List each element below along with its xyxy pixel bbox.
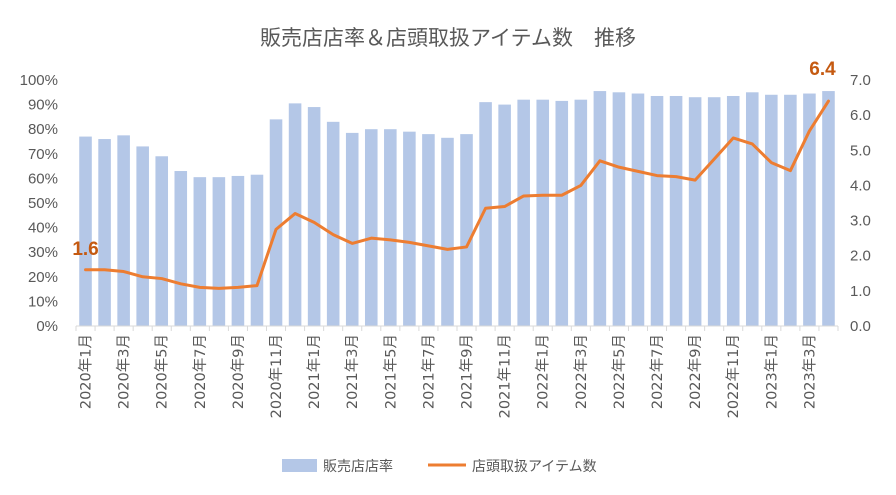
bar [174, 171, 188, 326]
y-left-tick-label: 30% [28, 244, 58, 261]
bar [574, 99, 588, 327]
bar [307, 107, 321, 326]
bar [384, 129, 397, 326]
x-tick-label: 2021年1月 [306, 334, 323, 409]
y-left-tick-label: 40% [28, 220, 58, 237]
bar [98, 139, 111, 326]
x-tick-label: 2022年3月 [573, 334, 590, 409]
y-left-tick-label: 10% [28, 293, 58, 310]
x-tick-label: 2021年11月 [497, 334, 514, 418]
bar [726, 95, 740, 327]
x-tick-label: 2023年3月 [801, 334, 818, 409]
bar [441, 137, 454, 326]
x-tick-label: 2020年5月 [154, 334, 171, 409]
y-right-tick-label: 0.0 [850, 318, 871, 335]
x-tick-label: 2022年5月 [611, 334, 628, 409]
bar [688, 97, 702, 326]
y-left-tick-label: 70% [28, 146, 58, 163]
bar [212, 177, 226, 326]
bar [745, 92, 759, 326]
y-left-tick-label: 60% [28, 170, 58, 187]
bar [765, 94, 778, 326]
y-left-tick-label: 90% [28, 97, 58, 114]
bar [117, 135, 130, 326]
data-label-first: 1.6 [72, 239, 98, 260]
bar [536, 99, 550, 327]
data-label-last: 6.4 [809, 59, 836, 80]
y-left-tick-label: 0% [36, 318, 58, 335]
bar [250, 174, 264, 326]
bar [803, 93, 816, 326]
x-tick-label: 2020年1月 [78, 334, 95, 409]
legend-bar-label: 販売店店率 [323, 458, 393, 475]
y-left-tick-label: 100% [20, 72, 58, 89]
bar [631, 93, 645, 326]
y-right-tick-label: 2.0 [850, 248, 871, 265]
bar [555, 100, 569, 326]
y-right-tick-label: 4.0 [850, 177, 871, 194]
bar [460, 134, 473, 326]
bar [269, 119, 283, 326]
y-axis-right-labels: 0.0 1.0 2.0 3.0 4.0 5.0 6.0 7.0 [850, 72, 871, 335]
y-left-tick-label: 50% [28, 195, 58, 212]
bar [498, 104, 511, 326]
y-right-tick-label: 3.0 [850, 213, 871, 230]
legend-line-label: 店頭取扱アイテム数 [472, 459, 597, 475]
line-path [84, 99, 830, 290]
x-tick-label: 2021年9月 [459, 334, 476, 409]
y-axis-left-labels: 0% 10% 20% 30% 40% 50% 60% 70% 80% 90% 100% [20, 72, 58, 335]
bar [231, 175, 245, 326]
bar [364, 129, 378, 326]
legend: 販売店店率 店頭取扱アイテム数 [282, 458, 597, 475]
bar [612, 92, 626, 326]
x-tick-label: 2022年11月 [725, 334, 742, 418]
line-series [84, 99, 830, 290]
chart-title: 販売店店率＆店頭取扱アイテム数 推移 [260, 26, 636, 50]
bar [79, 136, 92, 326]
legend-bar-swatch [282, 459, 317, 472]
y-right-tick-label: 7.0 [850, 72, 871, 89]
y-right-tick-label: 5.0 [850, 142, 871, 159]
bar [669, 95, 683, 327]
y-left-tick-label: 80% [28, 121, 58, 138]
bar [650, 95, 664, 327]
bar [136, 146, 149, 326]
y-right-tick-label: 6.0 [850, 107, 871, 124]
x-tick-label: 2021年3月 [344, 334, 361, 409]
y-right-tick-label: 1.0 [850, 283, 871, 300]
x-tick-label: 2021年5月 [382, 334, 399, 409]
x-tick-label: 2020年9月 [230, 334, 247, 409]
x-tick-label: 2020年7月 [192, 334, 209, 409]
x-tick-label: 2022年1月 [535, 334, 552, 409]
bar [784, 94, 797, 326]
bar [193, 177, 207, 326]
bar-series [79, 91, 835, 327]
bar [326, 121, 340, 326]
x-axis-ticks: 2020年1月 2020年3月 2020年5月 2020年7月 2020年9月 2020年… [75, 326, 839, 418]
x-tick-label: 2022年9月 [687, 334, 704, 409]
bar [422, 134, 435, 326]
x-tick-label: 2022年7月 [649, 334, 666, 409]
x-tick-label: 2020年11月 [268, 334, 285, 418]
y-left-tick-label: 20% [28, 269, 58, 286]
x-tick-label: 2023年1月 [763, 334, 780, 409]
bar [517, 99, 530, 327]
bar [707, 97, 721, 326]
x-tick-label: 2020年3月 [116, 334, 133, 409]
bar [345, 132, 359, 326]
bar [479, 102, 492, 326]
bar [155, 156, 169, 326]
bar [403, 131, 416, 326]
x-tick-label: 2021年7月 [420, 334, 437, 409]
bar [593, 91, 607, 326]
bar [822, 91, 835, 326]
